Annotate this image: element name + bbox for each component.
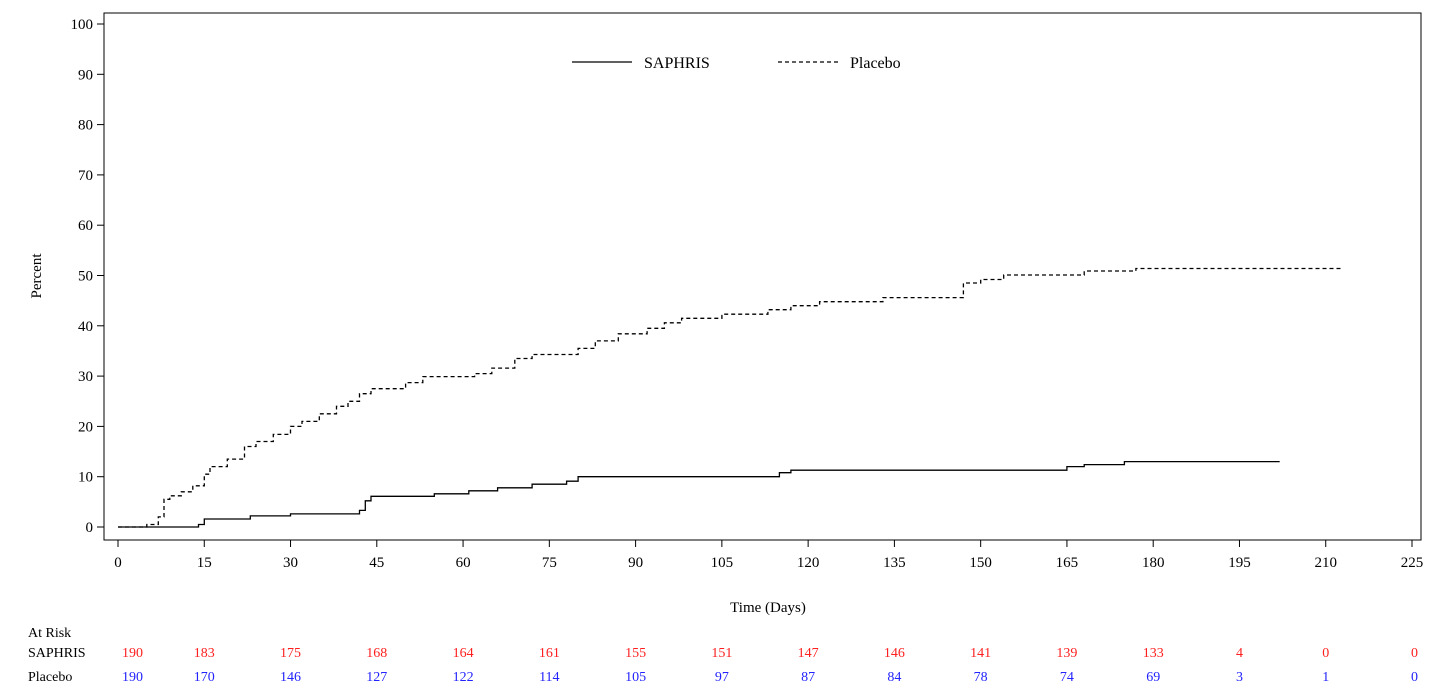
x-tick-label: 45 — [369, 555, 384, 571]
x-tick-label: 135 — [883, 555, 906, 571]
at-risk-value: 78 — [974, 670, 988, 685]
x-tick-label: 75 — [542, 555, 557, 571]
x-axis-title: Time (Days) — [730, 600, 806, 616]
x-tick-label: 225 — [1401, 555, 1424, 571]
at-risk-value: 170 — [194, 670, 215, 685]
at-risk-value: 168 — [366, 646, 387, 661]
y-tick-label: 100 — [71, 17, 94, 33]
y-tick-label: 50 — [78, 269, 93, 285]
y-tick-label: 20 — [78, 419, 93, 435]
at-risk-value: 122 — [453, 670, 474, 685]
at-risk-value: 97 — [715, 670, 729, 685]
x-tick-label: 165 — [1056, 555, 1079, 571]
at-risk-value: 146 — [280, 670, 301, 685]
series-line-placebo — [118, 267, 1343, 528]
at-risk-value: 151 — [711, 646, 732, 661]
at-risk-value: 190 — [122, 670, 143, 685]
x-tick-label: 30 — [283, 555, 298, 571]
y-axis: 0 10 20 30 40 50 60 70 80 90 100 — [71, 17, 104, 536]
y-tick-label: 30 — [78, 369, 93, 385]
at-risk-value: 146 — [884, 646, 905, 661]
at-risk-value: 183 — [194, 646, 215, 661]
y-tick-label: 60 — [78, 218, 93, 234]
x-tick-label: 210 — [1314, 555, 1337, 571]
at-risk-table: At Risk SAPHRIS 190 183 175 168 164 161 155 151 1… — [28, 626, 1418, 685]
at-risk-value: 190 — [122, 646, 143, 661]
at-risk-value: 0 — [1411, 670, 1418, 685]
y-tick-label: 40 — [78, 319, 93, 335]
at-risk-value: 164 — [453, 646, 474, 661]
plot-frame — [103, 12, 1422, 541]
at-risk-value: 69 — [1146, 670, 1160, 685]
legend: SAPHRIS Placebo — [572, 55, 901, 72]
x-axis: 0 15 30 45 60 75 90 105 120 135 150 165 180 195 210 225 — [114, 540, 1423, 571]
x-tick-label: 90 — [628, 555, 643, 571]
legend-label-placebo: Placebo — [850, 55, 901, 72]
at-risk-value: 161 — [539, 646, 560, 661]
at-risk-value: 155 — [625, 646, 646, 661]
y-tick-label: 90 — [78, 67, 93, 83]
at-risk-value: 3 — [1236, 670, 1243, 685]
legend-label-saphris: SAPHRIS — [644, 55, 710, 72]
at-risk-value: 4 — [1236, 646, 1243, 661]
at-risk-value: 139 — [1056, 646, 1077, 661]
at-risk-value: 147 — [798, 646, 819, 661]
at-risk-row-label: SAPHRIS — [28, 646, 86, 661]
series-layer — [118, 267, 1343, 528]
x-tick-label: 105 — [711, 555, 734, 571]
at-risk-row-label: Placebo — [28, 670, 72, 685]
y-tick-label: 0 — [86, 520, 94, 536]
at-risk-value: 127 — [366, 670, 387, 685]
x-tick-label: 120 — [797, 555, 820, 571]
x-tick-label: 60 — [456, 555, 471, 571]
at-risk-value: 84 — [887, 670, 901, 685]
y-tick-label: 70 — [78, 168, 93, 184]
y-tick-label: 10 — [78, 470, 93, 486]
at-risk-value: 0 — [1322, 646, 1329, 661]
at-risk-value: 133 — [1143, 646, 1164, 661]
at-risk-value: 74 — [1060, 670, 1074, 685]
x-tick-label: 150 — [969, 555, 992, 571]
series-line-saphris — [118, 460, 1280, 528]
at-risk-value: 87 — [801, 670, 815, 685]
x-tick-label: 15 — [197, 555, 212, 571]
y-tick-label: 80 — [78, 118, 93, 134]
at-risk-value: 175 — [280, 646, 301, 661]
x-tick-label: 180 — [1142, 555, 1165, 571]
x-tick-label: 195 — [1228, 555, 1251, 571]
y-axis-title: Percent — [29, 253, 45, 299]
at-risk-header: At Risk — [28, 626, 71, 641]
at-risk-value: 141 — [970, 646, 991, 661]
at-risk-value: 114 — [539, 670, 559, 685]
x-tick-label: 0 — [114, 555, 122, 571]
at-risk-value: 1 — [1322, 670, 1329, 685]
at-risk-value: 105 — [625, 670, 646, 685]
at-risk-value: 0 — [1411, 646, 1418, 661]
